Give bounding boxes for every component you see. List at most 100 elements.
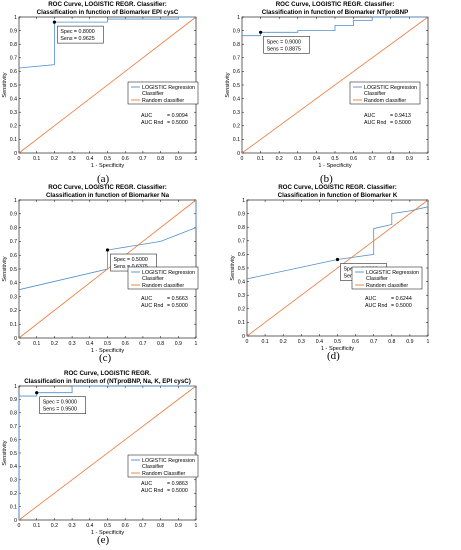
legend-label-logistic-line2: Classifier [142, 276, 164, 282]
x-tick-label: 0.6 [350, 156, 357, 162]
auc-value: = 0.5000 [390, 120, 411, 126]
y-tick-label: 0.7 [10, 239, 17, 245]
auc-value: = 0.9413 [390, 113, 411, 119]
roc-panel-0: ROC Curve, LOGISTIC REGR. Classifier:Cla… [2, 1, 199, 169]
y-tick-label: 0.7 [233, 56, 240, 62]
datatip-text: Spec = 0.9000 [43, 400, 77, 406]
x-tick-label: 0.3 [298, 339, 305, 345]
legend-label-random: Random classifier [366, 283, 408, 289]
logistic-roc-line [246, 206, 429, 280]
x-tick-label: 0.5 [104, 341, 111, 347]
x-tick-label: 0.4 [316, 339, 323, 345]
x-tick-label: 0.4 [313, 156, 320, 162]
datatip-box [263, 36, 310, 54]
operating-point-marker [105, 248, 110, 252]
y-tick-label: 0.1 [10, 504, 17, 510]
y-tick-label: 0.7 [238, 239, 245, 245]
auc-label: AUC Rnd [141, 120, 163, 126]
random-classifier-line [18, 199, 197, 339]
random-classifier-line [18, 16, 197, 154]
x-tick-label: 1 [427, 339, 430, 345]
auc-label: AUC Rnd [365, 303, 387, 309]
y-tick-label: 0.8 [10, 225, 17, 231]
x-tick-label: 0.7 [139, 156, 146, 162]
y-tick-label: 0.1 [233, 137, 240, 143]
y-axis-label: Sensitivity [2, 440, 8, 465]
y-tick-label: 0.8 [10, 411, 17, 417]
legend-label-logistic-line1: LOGISTIC Regression [142, 458, 195, 464]
x-tick-label: 0.1 [257, 156, 264, 162]
y-tick-label: 0.3 [10, 294, 17, 300]
chart-subtitle: Classification in function of Biomarker … [46, 192, 170, 199]
y-tick-label: 0.6 [238, 252, 245, 258]
datatip-text: Spec = 0.5000 [114, 257, 148, 263]
auc-label: AUC [141, 481, 152, 487]
y-tick-label: 1 [242, 198, 245, 204]
y-tick-label: 0.2 [10, 308, 17, 314]
x-tick-label: 0.6 [122, 156, 129, 162]
operating-point-marker [259, 30, 263, 34]
legend-label-logistic-line2: Classifier [142, 464, 164, 470]
auc-value: = 0.9094 [167, 113, 188, 119]
x-tick-label: 0.8 [388, 339, 395, 345]
roc-panel-2: ROC Curve, LOGISTIC REGR. Classifier:Cla… [2, 184, 199, 354]
x-tick-label: 0.5 [104, 523, 111, 529]
y-tick-label: 0 [237, 151, 240, 157]
roc-panel-4: ROC Curve, LOGISTIC REGR.Classification … [2, 370, 199, 536]
y-tick-label: 1 [14, 15, 17, 21]
legend-label-logistic-line1: LOGISTIC Regression [366, 270, 419, 276]
legend-label-logistic-line1: LOGISTIC Regression [142, 85, 195, 91]
auc-label: AUC [365, 296, 376, 302]
y-axis-label: Sensitivity [230, 255, 236, 280]
auc-label: AUC [141, 296, 152, 302]
x-tick-label: 0.6 [122, 523, 129, 529]
y-tick-label: 0.9 [10, 212, 17, 218]
y-tick-label: 0.1 [10, 322, 17, 328]
roc-panel-3: ROC Curve, LOGISTIC REGR. Classifier:Cla… [230, 184, 430, 352]
x-tick-label: 0.2 [51, 341, 58, 347]
auc-value: = 0.9863 [167, 481, 188, 487]
x-axis-label: 1 - Specificity [91, 163, 124, 169]
x-tick-label: 0.5 [334, 339, 341, 345]
x-tick-label: 0.7 [369, 156, 376, 162]
logistic-roc-line [18, 200, 197, 291]
chart-title: ROC Curve, LOGISTIC REGR. Classifier: [276, 1, 395, 8]
chart-title: ROC Curve, LOGISTIC REGR. Classifier: [278, 184, 397, 191]
panel-label-c: (c) [99, 352, 112, 364]
legend-box [127, 266, 199, 290]
panel-label-e: (e) [97, 534, 110, 546]
auc-value: = 0.5000 [167, 488, 188, 494]
y-tick-label: 0.1 [10, 137, 17, 143]
y-tick-label: 0.2 [10, 124, 17, 130]
legend-label-logistic-line2: Classifier [142, 91, 164, 97]
y-tick-label: 0.6 [233, 69, 240, 75]
x-tick-label: 0.3 [68, 523, 75, 529]
auc-label: AUC [141, 113, 152, 119]
y-tick-label: 0.8 [233, 42, 240, 48]
x-tick-label: 0.9 [175, 156, 182, 162]
legend-box [349, 81, 421, 105]
y-tick-label: 0.7 [10, 56, 17, 62]
auc-label: AUC Rnd [364, 120, 386, 126]
x-tick-label: 0 [18, 523, 21, 529]
y-tick-label: 0.3 [10, 110, 17, 116]
y-tick-label: 0.2 [238, 307, 245, 313]
auc-value: = 0.5000 [391, 303, 412, 309]
x-tick-label: 0.9 [406, 339, 413, 345]
x-tick-label: 0.4 [86, 523, 93, 529]
x-tick-label: 0 [246, 339, 249, 345]
x-tick-label: 0.3 [68, 156, 75, 162]
x-tick-label: 0.8 [387, 156, 394, 162]
x-tick-label: 1 [195, 341, 198, 347]
y-tick-label: 1 [14, 198, 17, 204]
y-tick-label: 0.8 [238, 225, 245, 231]
y-tick-label: 0.1 [238, 320, 245, 326]
datatip-text: Spec = 0.9000 [267, 39, 301, 45]
x-tick-label: 0.2 [280, 339, 287, 345]
x-tick-label: 1 [195, 523, 198, 529]
chart-subtitle: Classification in function of Biomarker … [37, 9, 179, 16]
chart-title: ROC Curve, LOGISTIC REGR. Classifier: [48, 1, 167, 8]
random-classifier-line [18, 385, 197, 521]
